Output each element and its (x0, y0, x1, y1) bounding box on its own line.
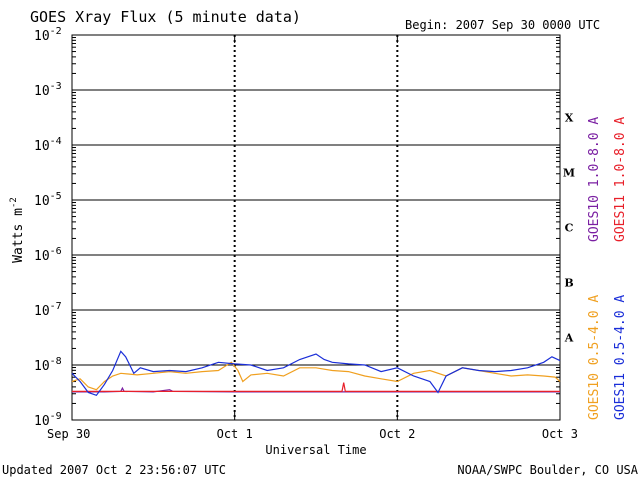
y-axis-title: Watts m-2 (9, 197, 26, 263)
x-tick-label: Oct 3 (542, 427, 578, 441)
y-tick-label: 10-9 (34, 411, 62, 429)
y-tick-label: 10-7 (34, 301, 62, 319)
begin-label: Begin: 2007 Sep 30 0000 UTC (405, 18, 600, 32)
footer-updated: Updated 2007 Oct 2 23:56:07 UTC (2, 463, 226, 477)
flare-class-label: C (565, 222, 574, 235)
footer-credit: NOAA/SWPC Boulder, CO USA (457, 463, 638, 477)
x-tick-label: Oct 2 (379, 427, 415, 441)
y-tick-label: 10-2 (34, 26, 62, 44)
flare-class-label: M (563, 167, 575, 180)
y-axis-label: Watts m (11, 208, 26, 263)
chart-title: GOES Xray Flux (5 minute data) (30, 8, 301, 26)
flare-class-label: X (565, 112, 574, 125)
flare-class-label: A (564, 332, 574, 345)
plot-area: Sep 30 Oct 1 Oct 2 Oct 3 10-2 10-3 10-4 10-5 10-… (34, 26, 628, 441)
legend-entry: GOES10 0.5-4.0 A (587, 295, 602, 420)
y-tick-label: 10-6 (34, 246, 62, 264)
series-line-2 (71, 361, 561, 391)
legend-entry: GOES11 0.5-4.0 A (613, 295, 628, 420)
series-line-1 (72, 382, 560, 392)
plot-frame (71, 34, 561, 421)
legend-entry: GOES11 1.0-8.0 A (613, 117, 628, 242)
x-tick-label: Sep 30 (47, 427, 90, 441)
series-line-3 (71, 350, 561, 397)
y-tick-label: 10-3 (34, 81, 62, 99)
legend-entry: GOES10 1.0-8.0 A (587, 117, 602, 242)
svg-text:Watts m-2: Watts m-2 (9, 197, 26, 263)
y-tick-label: 10-4 (34, 136, 62, 154)
x-axis-title: Universal Time (265, 443, 366, 457)
y-tick-label: 10-8 (34, 356, 62, 374)
y-axis-label-sup: -2 (9, 197, 19, 208)
y-tick-label: 10-5 (34, 191, 62, 209)
flare-class-label: B (564, 277, 573, 290)
x-tick-label: Oct 1 (217, 427, 253, 441)
